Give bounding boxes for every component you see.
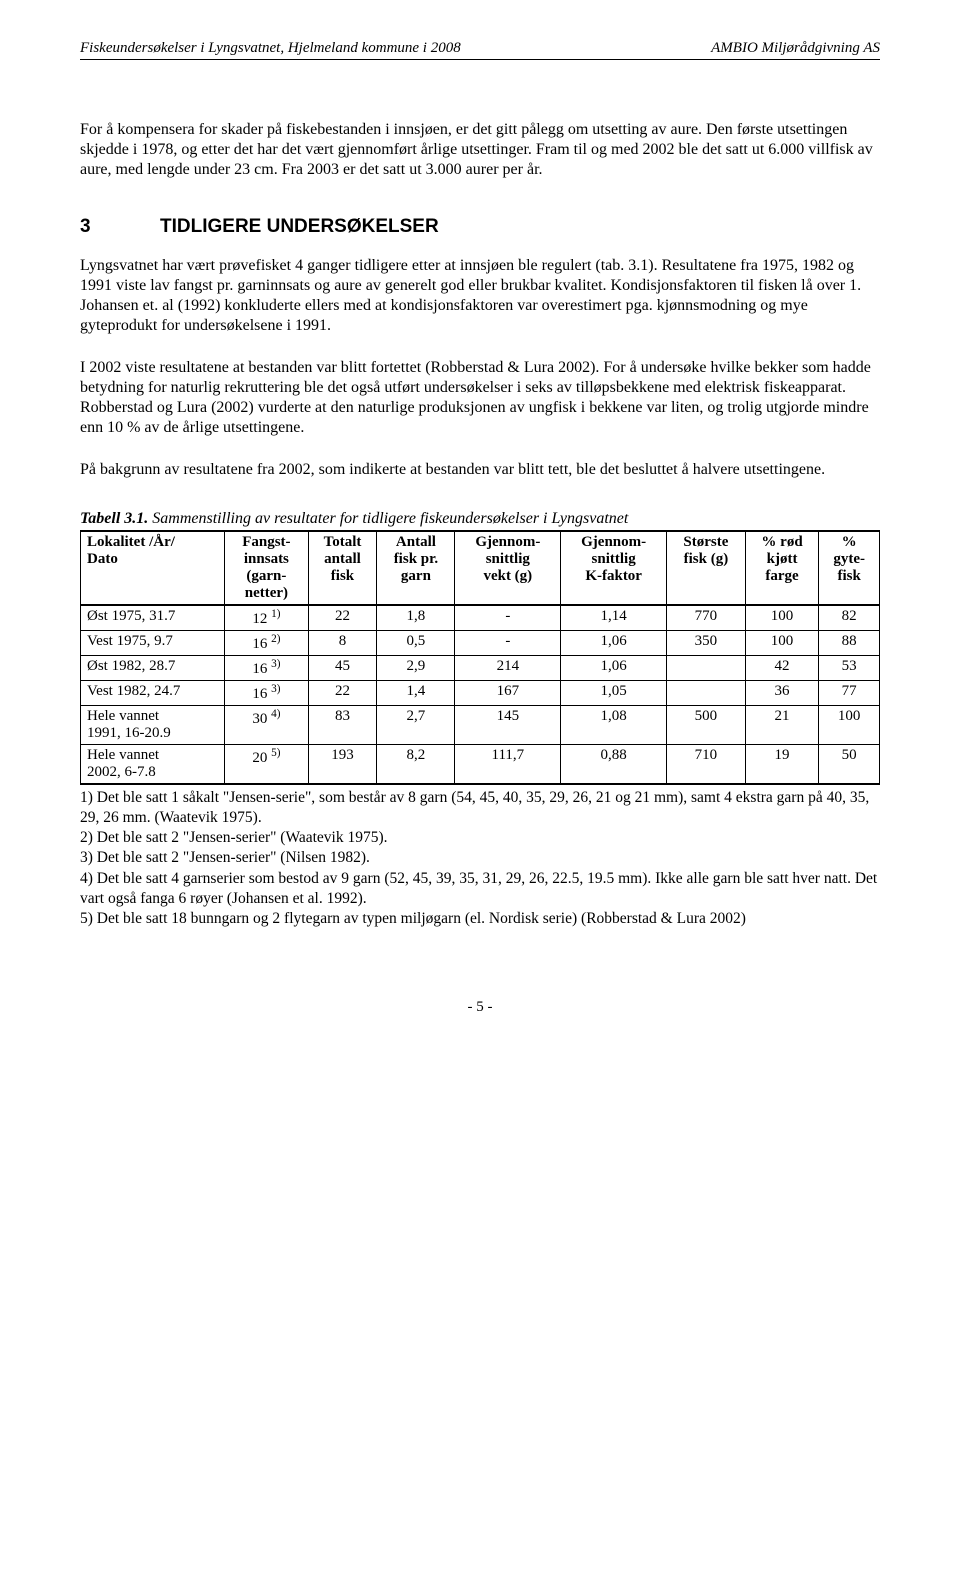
cell-value: 0,5 bbox=[377, 631, 455, 656]
cell-value: 0,88 bbox=[561, 745, 667, 785]
section-header: 3 TIDLIGERE UNDERSØKELSER bbox=[80, 216, 880, 238]
cell-label: Hele vannet 2002, 6-7.8 bbox=[81, 745, 225, 785]
table-row: Hele vannet 1991, 16-20.930 4)832,71451,… bbox=[81, 706, 880, 745]
footnote-4: 4) Det ble satt 4 garnserier som bestod … bbox=[80, 869, 880, 909]
cell-value: 8 bbox=[308, 631, 377, 656]
cell-value: 100 bbox=[745, 631, 819, 656]
header-rule bbox=[80, 59, 880, 60]
cell-value bbox=[667, 656, 746, 681]
cell-value: 22 bbox=[308, 681, 377, 706]
header-right: AMBIO Miljørådgivning AS bbox=[711, 40, 880, 57]
col-gyte: %gyte-fisk bbox=[819, 531, 880, 605]
cell-value: 350 bbox=[667, 631, 746, 656]
table-caption-label: Tabell 3.1. bbox=[80, 510, 148, 527]
page-header: Fiskeundersøkelser i Lyngsvatnet, Hjelme… bbox=[80, 40, 880, 57]
cell-value: 2,9 bbox=[377, 656, 455, 681]
cell-value: 500 bbox=[667, 706, 746, 745]
cell-value: 111,7 bbox=[455, 745, 561, 785]
cell-value: 42 bbox=[745, 656, 819, 681]
col-antall-pr-garn: Antallfisk pr.garn bbox=[377, 531, 455, 605]
section-title: TIDLIGERE UNDERSØKELSER bbox=[160, 216, 439, 238]
cell-value: 53 bbox=[819, 656, 880, 681]
body-paragraph-1: Lyngsvatnet har vært prøvefisket 4 gange… bbox=[80, 256, 880, 336]
header-left: Fiskeundersøkelser i Lyngsvatnet, Hjelme… bbox=[80, 40, 461, 57]
cell-value: - bbox=[455, 631, 561, 656]
cell-label: Vest 1982, 24.7 bbox=[81, 681, 225, 706]
cell-label: Vest 1975, 9.7 bbox=[81, 631, 225, 656]
col-kfaktor: Gjennom-snittligK-faktor bbox=[561, 531, 667, 605]
table-row: Øst 1982, 28.716 3)452,92141,06 4253 bbox=[81, 656, 880, 681]
cell-value: 1,06 bbox=[561, 656, 667, 681]
table-row: Øst 1975, 31.712 1)221,8-1,1477010082 bbox=[81, 605, 880, 631]
col-rod: % rødkjøttfarge bbox=[745, 531, 819, 605]
cell-value bbox=[667, 681, 746, 706]
cell-value: 100 bbox=[745, 605, 819, 631]
cell-innsats: 16 3) bbox=[225, 681, 308, 706]
cell-value: 36 bbox=[745, 681, 819, 706]
cell-value: 88 bbox=[819, 631, 880, 656]
footnote-1: 1) Det ble satt 1 såkalt "Jensen-serie",… bbox=[80, 788, 880, 828]
col-innsats: Fangst-innsats(garn-netter) bbox=[225, 531, 308, 605]
cell-value: 1,08 bbox=[561, 706, 667, 745]
cell-label: Hele vannet 1991, 16-20.9 bbox=[81, 706, 225, 745]
cell-value: 100 bbox=[819, 706, 880, 745]
table-row: Vest 1982, 24.716 3)221,41671,05 3677 bbox=[81, 681, 880, 706]
cell-innsats: 16 3) bbox=[225, 656, 308, 681]
col-storste: Størstefisk (g) bbox=[667, 531, 746, 605]
cell-value: 45 bbox=[308, 656, 377, 681]
col-totalt: Totaltantallfisk bbox=[308, 531, 377, 605]
footnote-2: 2) Det ble satt 2 "Jensen-serier" (Waate… bbox=[80, 828, 880, 848]
cell-value: 1,06 bbox=[561, 631, 667, 656]
cell-value: 770 bbox=[667, 605, 746, 631]
cell-value: - bbox=[455, 605, 561, 631]
cell-value: 167 bbox=[455, 681, 561, 706]
cell-value: 19 bbox=[745, 745, 819, 785]
table-caption: Tabell 3.1. Sammenstilling av resultater… bbox=[80, 510, 880, 528]
footnote-3: 3) Det ble satt 2 "Jensen-serier" (Nilse… bbox=[80, 848, 880, 868]
cell-value: 83 bbox=[308, 706, 377, 745]
cell-value: 214 bbox=[455, 656, 561, 681]
table-body: Øst 1975, 31.712 1)221,8-1,1477010082Ves… bbox=[81, 605, 880, 784]
cell-value: 193 bbox=[308, 745, 377, 785]
cell-value: 1,8 bbox=[377, 605, 455, 631]
cell-value: 22 bbox=[308, 605, 377, 631]
footnote-5: 5) Det ble satt 18 bunngarn og 2 flytega… bbox=[80, 909, 880, 929]
col-lokalitet: Lokalitet /År/Dato bbox=[81, 531, 225, 605]
table-caption-text: Sammenstilling av resultater for tidlige… bbox=[148, 510, 628, 527]
section-number: 3 bbox=[80, 216, 160, 238]
table-footnotes: 1) Det ble satt 1 såkalt "Jensen-serie",… bbox=[80, 788, 880, 929]
cell-label: Øst 1975, 31.7 bbox=[81, 605, 225, 631]
cell-value: 82 bbox=[819, 605, 880, 631]
cell-value: 145 bbox=[455, 706, 561, 745]
body-paragraph-3: På bakgrunn av resultatene fra 2002, som… bbox=[80, 460, 880, 480]
page: Fiskeundersøkelser i Lyngsvatnet, Hjelme… bbox=[0, 0, 960, 1046]
page-number: - 5 - bbox=[80, 999, 880, 1016]
cell-innsats: 20 5) bbox=[225, 745, 308, 785]
cell-value: 1,4 bbox=[377, 681, 455, 706]
intro-paragraph: For å kompensera for skader på fiskebest… bbox=[80, 120, 880, 180]
cell-innsats: 30 4) bbox=[225, 706, 308, 745]
cell-value: 1,05 bbox=[561, 681, 667, 706]
cell-innsats: 16 2) bbox=[225, 631, 308, 656]
table-row: Vest 1975, 9.716 2)80,5-1,0635010088 bbox=[81, 631, 880, 656]
results-table: Lokalitet /År/Dato Fangst-innsats(garn-n… bbox=[80, 530, 880, 785]
cell-value: 50 bbox=[819, 745, 880, 785]
cell-value: 1,14 bbox=[561, 605, 667, 631]
table-row: Hele vannet 2002, 6-7.820 5)1938,2111,70… bbox=[81, 745, 880, 785]
cell-label: Øst 1982, 28.7 bbox=[81, 656, 225, 681]
cell-value: 710 bbox=[667, 745, 746, 785]
table-header: Lokalitet /År/Dato Fangst-innsats(garn-n… bbox=[81, 531, 880, 605]
body-paragraph-2: I 2002 viste resultatene at bestanden va… bbox=[80, 358, 880, 438]
cell-value: 21 bbox=[745, 706, 819, 745]
cell-innsats: 12 1) bbox=[225, 605, 308, 631]
cell-value: 77 bbox=[819, 681, 880, 706]
col-snittvekt: Gjennom-snittligvekt (g) bbox=[455, 531, 561, 605]
cell-value: 8,2 bbox=[377, 745, 455, 785]
cell-value: 2,7 bbox=[377, 706, 455, 745]
